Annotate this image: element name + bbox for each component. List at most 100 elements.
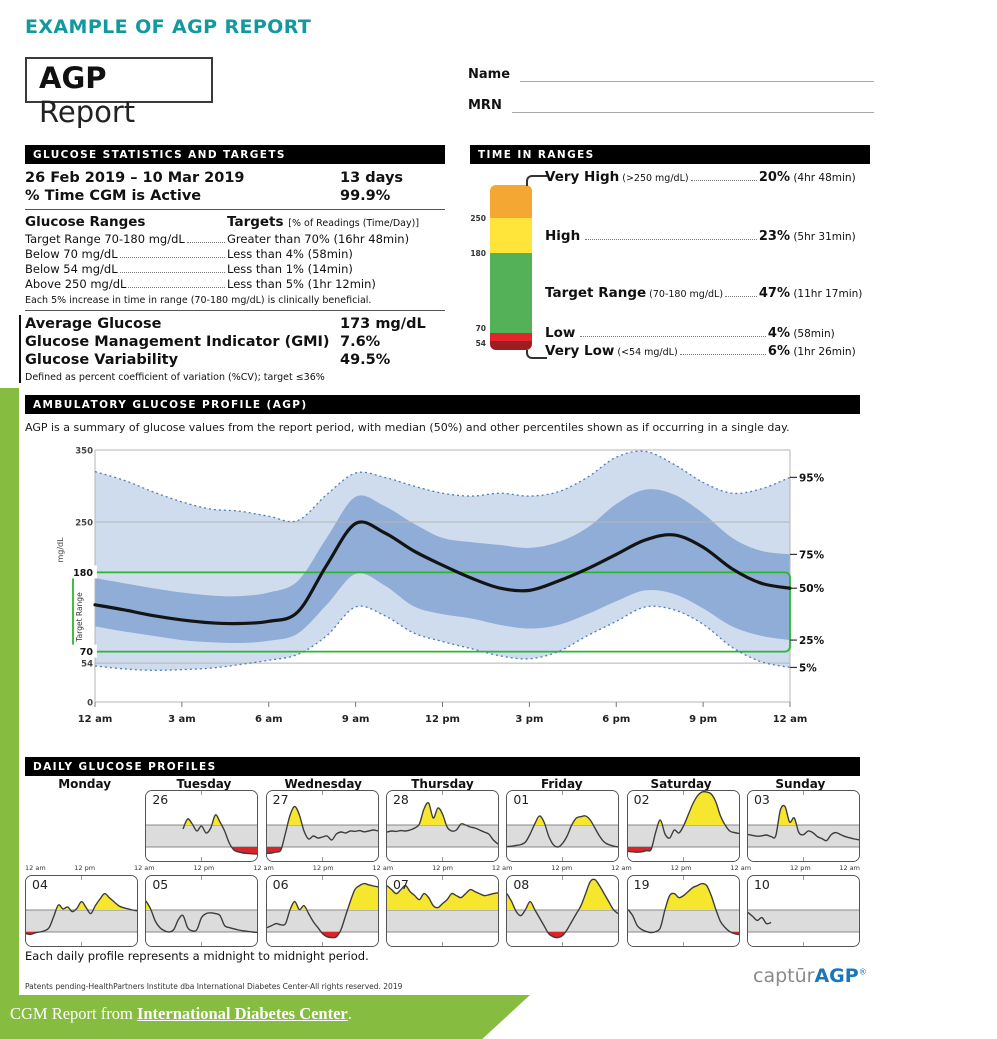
tir-time: (5hr 31min) [790,231,856,243]
daily-profile-07: 07 [385,875,499,947]
tick-12am: 12 am [372,864,394,872]
daily-profiles-section: DAILY GLUCOSE PROFILES Monday Tuesday We… [25,757,860,963]
divider [25,209,445,210]
mrn-label: MRN [468,98,502,113]
daily-profile-10: 10 [746,875,860,947]
tir-segment-very-high [490,185,532,218]
name-field-row: Name [468,66,874,82]
tick-12pm: 12 pm [74,864,96,872]
daily-profile-box: 01 [506,790,620,862]
daily-profile-date: 07 [392,877,409,892]
daily-profile-box: 06 [265,875,379,947]
daily-profile-box: 03 [746,790,860,862]
daily-profile-19: 19 [626,875,740,947]
svg-text:25%: 25% [799,635,825,647]
dotted-leader [186,242,225,243]
range-row-below70: Below 70 mg/dL Less than 4% (58min) [25,247,353,261]
svg-text:3 pm: 3 pm [515,714,543,725]
date-range: 26 Feb 2019 – 10 Mar 2019 [25,170,245,186]
tir-segment-very-low [490,340,532,350]
tick-12am: 12 am [25,864,46,872]
mrn-blank-line [511,97,874,113]
agp-section: AMBULATORY GLUCOSE PROFILE (AGP) AGP is … [25,395,860,744]
daily-profile-05: 05 [145,875,259,947]
tir-axis-70: 70 [475,324,486,333]
cgm-active-row: % Time CGM is Active 99.9% [25,187,445,205]
tir-label: Low [545,325,576,341]
very-low-connector [526,350,547,359]
avg-glucose-row: Average Glucose 173 mg/dL [25,316,426,332]
daily-profile-04: 04 [25,875,138,947]
daily-profile-box: 26 [145,790,259,862]
glucose-stats-section: GLUCOSE STATISTICS AND TARGETS 26 Feb 20… [19,145,445,383]
tir-row-high: High 23% (5hr 31min) [545,228,868,244]
tir-row-low: Low 4% (58min) [545,325,868,341]
days-count: 13 days [340,170,404,186]
daily-row-2: 04 05 06 07 08 19 10 [25,875,860,947]
svg-text:180: 180 [73,568,93,579]
daily-profile-date: 28 [392,792,409,807]
svg-text:3 am: 3 am [168,714,196,725]
tick-12am: 12 am [611,864,632,872]
daily-profile-date: 01 [513,792,530,807]
tir-label: Target Range [545,285,647,301]
day-name-saturday: Saturday [650,777,712,791]
green-edge-strip [0,388,19,995]
banner-text: CGM Report from [10,1004,137,1023]
tir-row-target: Target Range (70-180 mg/dL) 47% (11hr 17mi… [545,285,868,301]
svg-text:250: 250 [75,519,93,529]
agp-header: AMBULATORY GLUCOSE PROFILE (AGP) [25,395,860,414]
dotted-leader [119,272,225,273]
gmi-row: Glucose Management Indicator (GMI) 7.6% [25,334,381,350]
day-name-thursday: Thursday [411,777,474,791]
daily-profile-date: 26 [152,792,169,807]
ranges-targets-header: Glucose Ranges Targets [% of Readings (T… [25,214,445,230]
glucose-ranges-header: Glucose Ranges [25,214,146,230]
target-range-axis-label: Target Range [75,592,84,643]
variability-value: 49.5% [340,352,391,368]
range-row-above250: Above 250 mg/dL Less than 5% (1hr 12min) [25,277,376,291]
day-names-row: Monday Tuesday Wednesday Thursday Friday… [25,777,860,791]
clinical-note: Each 5% increase in time in range (70-18… [25,295,372,306]
svg-text:12 pm: 12 pm [425,714,460,725]
targets-header: Targets [% of Readings (Time/Day)] [227,214,420,230]
daily-profile-date: 19 [633,877,650,892]
gmi-value: 7.6% [340,334,381,350]
idc-link[interactable]: International Diabetes Center [136,1004,348,1023]
tir-segment-high [490,218,532,253]
svg-text:9 am: 9 am [342,714,370,725]
daily-profile-date: 27 [272,792,289,807]
daily-profile-03: 03 [746,790,860,862]
daily-profile-28: 28 [385,790,499,862]
tir-percent: 23% [758,229,790,244]
svg-text:9 pm: 9 pm [689,714,717,725]
day-name-monday: Monday [58,777,112,791]
tick-12am: 12 am [491,864,513,872]
tir-time: (1hr 26min) [790,346,856,358]
daily-profile-date: 03 [753,792,770,807]
tick-12am: 12 am [253,864,274,872]
time-in-ranges-section: TIME IN RANGES 250 180 70 54 Very High (>250… [470,145,870,375]
svg-text:350: 350 [75,447,93,457]
day-name-tuesday: Tuesday [176,777,232,791]
tir-percent: 47% [758,286,790,301]
daily-profile-box: 10 [746,875,860,947]
metrics-block: Average Glucose 173 mg/dL Glucose Manage… [19,315,445,383]
tir-label: Very Low [545,343,615,359]
tir-axis-54: 54 [475,338,486,348]
registered-mark-icon: ® [858,967,867,977]
svg-text:0: 0 [87,699,93,709]
banner-period: . [347,1004,352,1023]
tick-12pm: 12 pm [432,864,453,872]
daily-profile-date: 08 [513,877,530,892]
svg-text:6 pm: 6 pm [602,714,630,725]
daily-profile-box: 19 [626,875,740,947]
tir-time: (11hr 17min) [790,288,863,300]
svg-text:95%: 95% [799,472,825,484]
cgm-active-value: 99.9% [340,188,391,204]
report-title-box: AGP Report [25,57,213,129]
dotted-leader [725,296,757,297]
tir-label: Very High [545,169,620,185]
svg-text:12 am: 12 am [78,714,113,725]
